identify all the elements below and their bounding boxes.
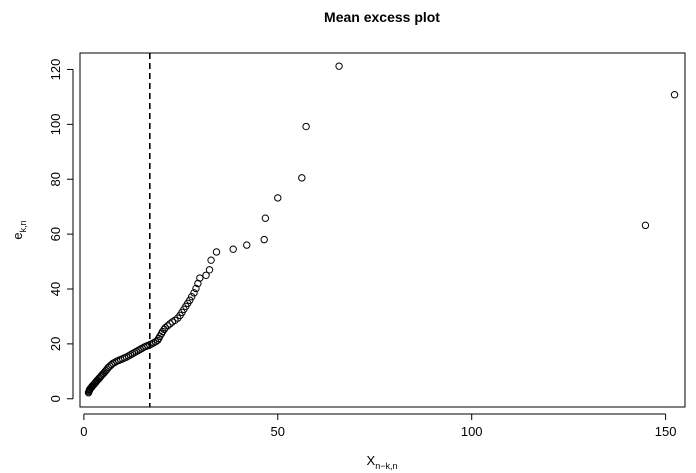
y-tick-label: 80 [48, 172, 63, 186]
y-axis-label-subscript: k,n [18, 220, 28, 232]
data-point [670, 91, 679, 99]
data-point [202, 271, 210, 279]
x-axis-label-main: X [367, 453, 376, 468]
data-point [190, 289, 198, 297]
x-axis-label-subscript: n−k,n [375, 461, 397, 471]
plot-area-frame [79, 52, 686, 408]
y-tick-label: 20 [48, 337, 63, 351]
data-point [192, 284, 200, 293]
data-point [187, 292, 196, 301]
data-point [212, 248, 221, 256]
data-point [207, 256, 215, 264]
y-axis-label-main: e [10, 232, 25, 239]
data-point [134, 346, 142, 355]
data-point [136, 345, 144, 354]
data-point [122, 353, 131, 361]
data-point [163, 322, 172, 330]
x-tick-label: 0 [80, 424, 87, 439]
x-tick-label: 50 [271, 424, 285, 439]
data-point [149, 339, 158, 347]
data-point [111, 358, 119, 366]
data-point [166, 320, 174, 328]
data-point [298, 174, 306, 182]
data-point [109, 359, 117, 368]
y-tick-label: 40 [48, 282, 63, 296]
data-point [335, 62, 343, 70]
y-tick-label: 0 [48, 395, 63, 402]
data-point [128, 350, 137, 358]
y-tick-label: 100 [48, 113, 63, 135]
data-point [186, 296, 194, 304]
y-tick-label: 60 [48, 227, 63, 241]
data-point [302, 122, 310, 131]
y-axis-label: ek,n [10, 220, 28, 239]
y-tick-label: 120 [48, 59, 63, 81]
data-point [132, 347, 140, 356]
data-point [126, 351, 135, 359]
data-point [261, 214, 270, 222]
chart-title: Mean excess plot [324, 9, 440, 25]
x-axis-label: Xn−k,n [367, 453, 398, 471]
data-point [229, 245, 237, 253]
data-point [161, 323, 170, 332]
data-point [205, 266, 214, 274]
data-point [274, 194, 282, 202]
data-point [243, 241, 251, 249]
data-point [196, 274, 204, 282]
x-tick-label: 100 [461, 424, 483, 439]
data-point [130, 348, 138, 357]
data-point [641, 221, 650, 230]
data-point [260, 235, 268, 244]
data-point [153, 336, 162, 345]
x-tick-label: 150 [655, 424, 677, 439]
data-point [124, 352, 133, 360]
